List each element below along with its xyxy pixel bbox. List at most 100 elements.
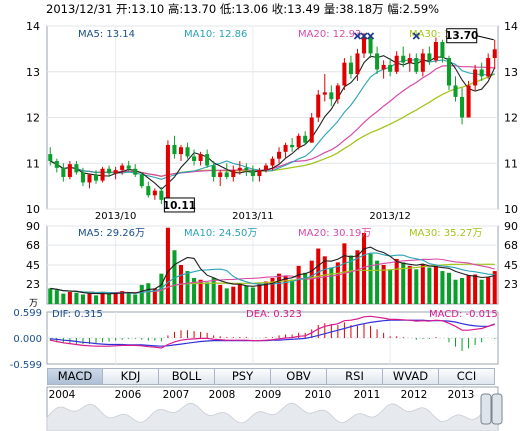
price-tick-left: 14 [26,20,40,33]
volume-bar [87,293,92,304]
volume-bar [152,288,157,304]
candle-body [453,85,458,97]
candle-body [54,160,59,168]
timeline-year-label: 2013 [448,389,475,401]
tab-wvad[interactable]: WVAD [383,368,439,385]
volume-bar [335,262,340,304]
candle-body [211,165,216,177]
quote-header: 2013/12/31 开:13.10 高:13.70 低:13.06 收:13.… [46,2,440,16]
volume-ma-legend: MA10: 24.50万 [184,228,257,239]
volume-bar [479,279,484,304]
candle-body [446,58,452,86]
candle-body [433,42,438,61]
candle-body [74,164,79,173]
candle-body [146,186,151,196]
timeline-year-label: 2010 [305,389,332,401]
macd-tick: 0.599 [13,308,42,319]
volume-tick-right: 90 [504,220,518,233]
candle-body [401,55,406,63]
timeline-year-label: 2009 [255,389,282,401]
macd-legend: DIF: 0.315 [52,309,103,320]
x-axis-label: 2013/10 [95,211,137,222]
tab-cci[interactable]: CCI [439,368,495,385]
volume-bar [48,288,53,304]
candle-body [198,154,203,161]
candle-body [368,37,373,54]
candle-body [329,92,334,100]
volume-bar [283,276,288,304]
volume-bar [466,275,471,304]
candle-body [466,85,471,118]
timeline-year-label: 2011 [354,389,381,401]
candle-body [440,42,445,59]
volume-bar [74,292,79,304]
event-marker [412,32,420,40]
history-silhouette [46,402,499,431]
volume-bar [368,253,373,304]
volume-bar [427,267,432,304]
candle-body [420,53,425,72]
price-tick-right: 10 [504,203,518,216]
volume-bar [381,265,386,304]
candle-body [407,58,412,63]
candle-body [120,165,125,171]
x-axis-label: 2013/11 [232,211,274,222]
candle-body [126,165,131,169]
volume-bar [453,279,458,304]
macd-legend: MACD: -0.015 [429,309,498,320]
volume-bar [290,279,295,304]
candle-body [224,172,229,177]
volume-bar [231,286,236,304]
candle-body [270,158,275,166]
volume-bar [237,283,242,304]
event-marker [353,32,362,40]
candle-body [113,170,118,174]
volume-bar [486,277,491,304]
price-ma-legend: MA5: 13.14 [78,29,135,40]
volume-bar [375,260,380,304]
candle-body [492,49,497,59]
candle-body [342,62,347,86]
tab-kdj[interactable]: KDJ [103,368,159,385]
candle-body [192,156,197,161]
candle-body [80,172,85,183]
dif-line [50,315,495,349]
volume-bar [120,291,125,304]
price-tick-right: 14 [504,20,518,33]
ma10-line [50,59,495,180]
price-tick-right: 11 [504,157,518,170]
volume-bar [401,262,406,304]
candle-body [93,174,99,181]
volume-bar [139,284,144,304]
volume-bar [133,294,138,304]
macd-tick: -0.599 [10,360,42,371]
volume-bar [257,284,262,304]
candle-body [296,135,301,148]
volume-tick-right: 23 [504,278,518,291]
candle-body [348,62,353,75]
volume-bar [361,232,367,304]
candle-body [61,167,66,177]
candle-body [159,190,164,200]
tab-obv[interactable]: OBV [271,368,327,385]
candle-body [309,117,314,143]
indicator-tabs: MACD KDJ BOLL PSY OBV RSI WVAD CCI [47,368,495,385]
volume-ma-legend: MA5: 29.26万 [78,228,145,239]
candle-body [277,151,282,159]
price-tick-right: 12 [504,112,518,125]
tab-macd[interactable]: MACD [47,368,103,385]
candle-body [172,144,177,155]
tab-psy[interactable]: PSY [215,368,271,385]
candle-body [152,190,157,196]
candle-body [322,92,327,95]
candle-body [185,147,190,157]
volume-bar [172,250,177,304]
tab-rsi[interactable]: RSI [327,368,383,385]
candle-body [316,94,321,118]
volume-bar [54,290,59,304]
low-price-label: 10.11 [163,200,196,212]
timeline-year-label: 2008 [209,389,236,401]
volume-ma-legend: MA30: 35.27万 [409,228,482,239]
volume-bar [270,278,275,304]
tab-boll[interactable]: BOLL [159,368,215,385]
